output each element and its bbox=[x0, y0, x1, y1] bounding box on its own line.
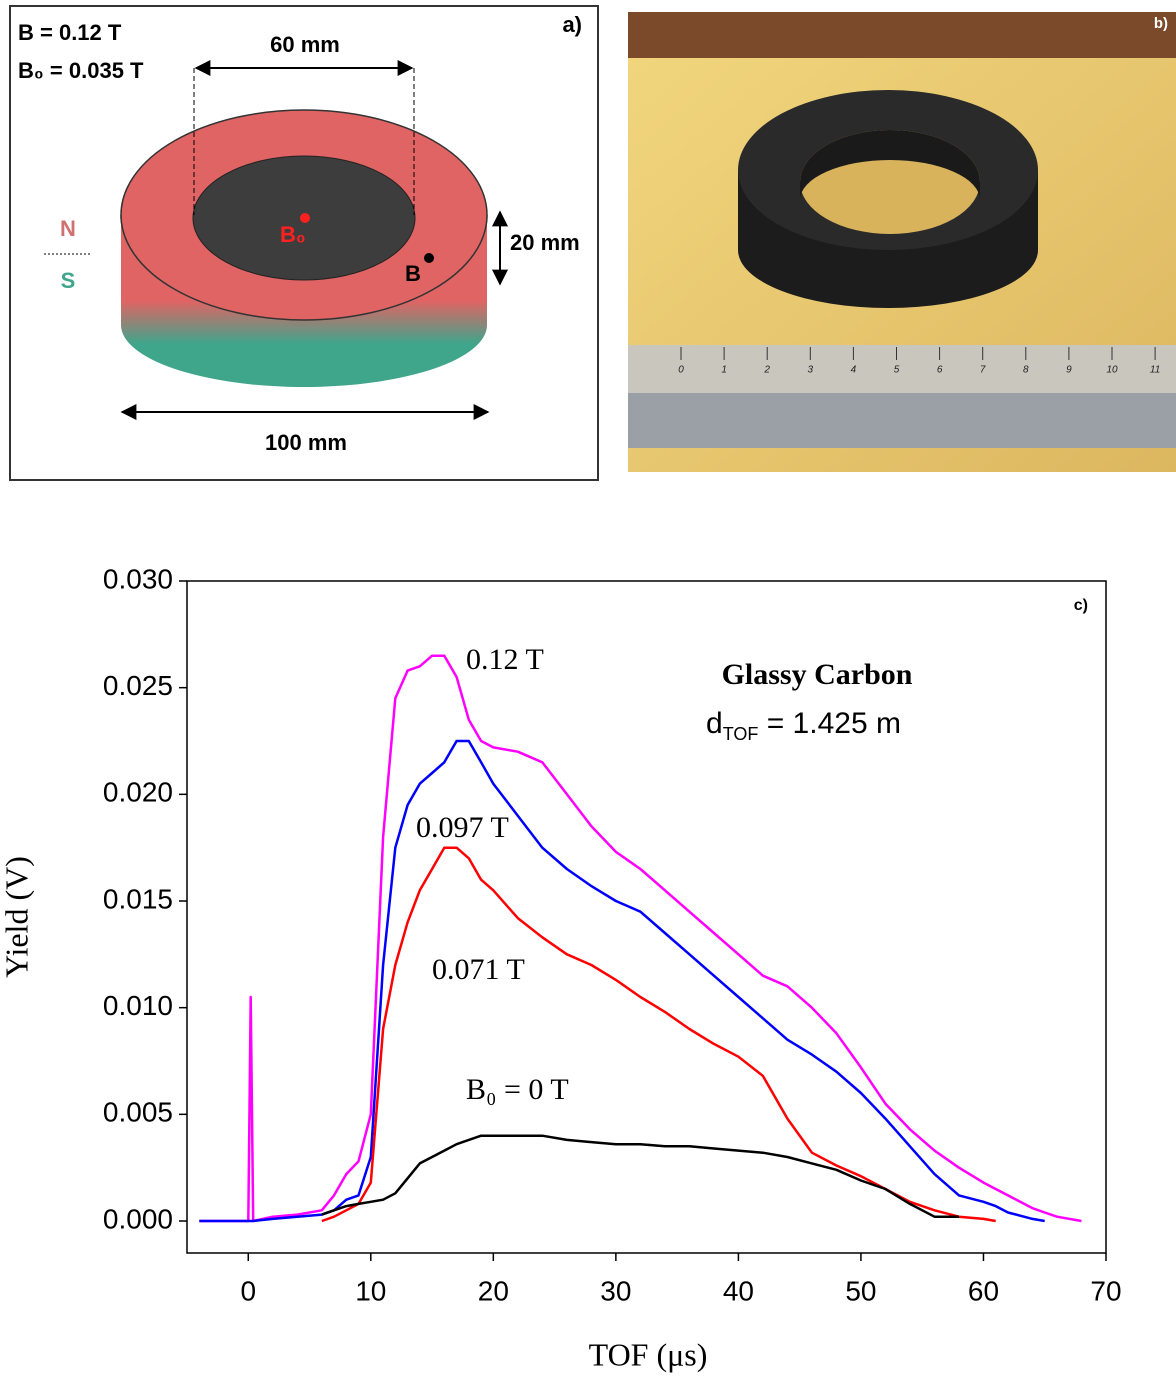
series-line bbox=[321, 1134, 959, 1218]
plot-frame bbox=[186, 580, 1107, 1254]
dimension-label: 60 mm bbox=[270, 32, 340, 57]
point-marker bbox=[424, 253, 434, 263]
x-tick-label: 10 bbox=[355, 1275, 386, 1306]
y-tick-label: 0.030 bbox=[103, 563, 173, 594]
panel-a: a) B = 0.12 T B₀ = 0.035 T 60 mm 20 mm 1… bbox=[9, 5, 599, 481]
series-label: B₀ = 0 T bbox=[466, 1073, 569, 1106]
point-label: B bbox=[405, 261, 421, 286]
y-tick-label: 0.025 bbox=[103, 670, 173, 701]
pole-label: N bbox=[60, 216, 76, 241]
ruler-label: 10 bbox=[1106, 365, 1118, 376]
ruler-label: 3 bbox=[808, 365, 814, 376]
series-label: 0.071 T bbox=[432, 953, 525, 986]
field-label: B₀ = 0.035 T bbox=[18, 58, 144, 83]
ruler-label: 9 bbox=[1066, 365, 1072, 376]
annotation-subscript: TOF bbox=[723, 724, 759, 744]
series-label: 0.12 T bbox=[466, 643, 544, 676]
y-axis-label: Yield (V) bbox=[0, 856, 34, 978]
ruler-label: 5 bbox=[894, 365, 900, 376]
point-marker bbox=[300, 213, 310, 223]
x-tick-label: 20 bbox=[478, 1275, 509, 1306]
y-tick-label: 0.000 bbox=[103, 1203, 173, 1234]
series-line bbox=[199, 739, 1045, 1223]
panel-b: b) 0 1 2 3 4 5 6 7 8 9 10 11 bbox=[628, 12, 1176, 472]
series-label: 0.097 T bbox=[416, 811, 509, 844]
panel-label: c) bbox=[1074, 597, 1088, 614]
ruler-label: 6 bbox=[937, 365, 943, 376]
dimension-label: 20 mm bbox=[510, 230, 580, 255]
y-tick-label: 0.020 bbox=[103, 777, 173, 808]
series-line bbox=[321, 846, 996, 1223]
photo-wood bbox=[628, 12, 1176, 58]
annotation-distance: dTOF = 1.425 m bbox=[706, 707, 901, 744]
ruler-label: 11 bbox=[1150, 365, 1160, 376]
dimension-label: 100 mm bbox=[265, 430, 347, 455]
x-tick-label: 70 bbox=[1090, 1275, 1121, 1306]
y-tick-label: 0.005 bbox=[103, 1097, 173, 1128]
panel-label: b) bbox=[1154, 15, 1168, 32]
annotation-title: Glassy Carbon bbox=[722, 658, 913, 691]
photo-rail bbox=[628, 393, 1176, 448]
annotation-part: = 1.425 m bbox=[758, 707, 901, 740]
x-axis-label: TOF (μs) bbox=[589, 1336, 708, 1372]
ruler-label: 2 bbox=[763, 365, 770, 376]
x-tick-label: 40 bbox=[723, 1275, 754, 1306]
point-label: B₀ bbox=[280, 222, 306, 247]
ruler-label: 0 bbox=[678, 365, 684, 376]
series-line bbox=[199, 654, 1082, 1223]
ruler-label: 8 bbox=[1023, 365, 1029, 376]
photo-hole-wall bbox=[800, 130, 980, 200]
x-tick-label: 0 bbox=[240, 1275, 256, 1306]
x-tick-label: 50 bbox=[845, 1275, 876, 1306]
ruler-label: 1 bbox=[721, 365, 727, 376]
annotation-part: d bbox=[706, 707, 723, 740]
field-label: B = 0.12 T bbox=[18, 20, 122, 45]
y-tick-label: 0.015 bbox=[103, 883, 173, 914]
x-tick-label: 30 bbox=[600, 1275, 631, 1306]
photo-ruler bbox=[628, 345, 1176, 393]
y-tick-label: 0.010 bbox=[103, 990, 173, 1021]
ruler-label: 7 bbox=[980, 365, 986, 376]
pole-label: S bbox=[61, 268, 76, 293]
x-tick-label: 60 bbox=[968, 1275, 999, 1306]
plot: 0 10 20 30 40 50 60 70 0.000 0.005 0.010 0.015 0.020… bbox=[0, 563, 1122, 1372]
panel-label: a) bbox=[562, 12, 582, 37]
ruler-label: 4 bbox=[851, 365, 857, 376]
